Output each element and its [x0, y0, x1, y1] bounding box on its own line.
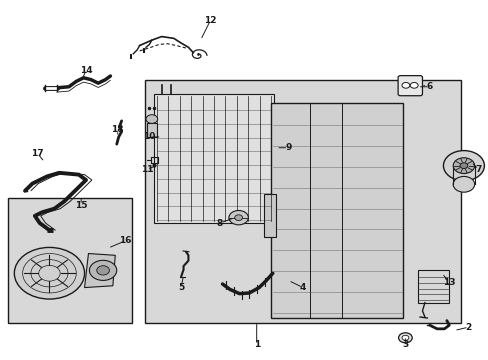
Circle shape — [398, 333, 411, 343]
Text: 7: 7 — [474, 165, 481, 174]
Circle shape — [14, 247, 84, 299]
Text: 18: 18 — [111, 125, 124, 134]
Circle shape — [401, 82, 409, 88]
Circle shape — [89, 260, 117, 280]
Bar — [144, 80, 461, 323]
Bar — [154, 94, 273, 223]
Text: 10: 10 — [143, 132, 155, 141]
Circle shape — [228, 211, 248, 225]
Bar — [8, 198, 132, 323]
Text: 4: 4 — [299, 283, 305, 292]
Circle shape — [459, 163, 467, 168]
Text: 3: 3 — [402, 341, 407, 350]
Text: 16: 16 — [119, 237, 131, 246]
Circle shape — [452, 176, 474, 192]
Bar — [264, 194, 276, 237]
Circle shape — [452, 158, 474, 174]
Circle shape — [401, 335, 408, 340]
Text: 9: 9 — [285, 143, 291, 152]
Text: 17: 17 — [31, 149, 43, 158]
Polygon shape — [84, 253, 115, 288]
Bar — [147, 123, 157, 137]
Text: 15: 15 — [75, 201, 87, 210]
FancyBboxPatch shape — [397, 76, 422, 96]
Text: 13: 13 — [442, 278, 455, 287]
Text: 12: 12 — [203, 16, 216, 25]
Bar — [271, 103, 402, 318]
Circle shape — [234, 215, 242, 221]
Text: 14: 14 — [80, 66, 92, 75]
Circle shape — [97, 266, 109, 275]
Text: 8: 8 — [217, 219, 223, 228]
Circle shape — [146, 115, 158, 123]
Circle shape — [409, 82, 417, 88]
Circle shape — [443, 150, 484, 181]
Text: 11: 11 — [141, 165, 153, 174]
Text: 1: 1 — [253, 341, 259, 350]
Text: 2: 2 — [465, 323, 471, 332]
Bar — [417, 270, 448, 303]
Text: 6: 6 — [426, 82, 432, 91]
Text: 5: 5 — [178, 283, 184, 292]
